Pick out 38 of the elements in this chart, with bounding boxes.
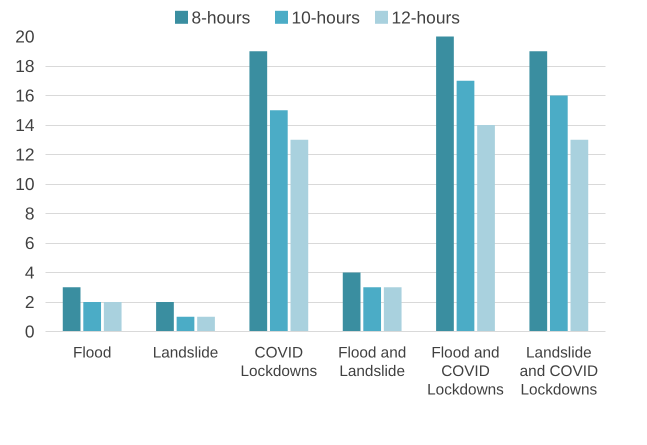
bar xyxy=(62,287,80,332)
bar xyxy=(570,140,588,332)
x-tick-label: Flood and COVID Lockdowns xyxy=(427,344,504,399)
bar xyxy=(363,287,382,332)
y-tick-label: 20 xyxy=(15,26,35,46)
bar xyxy=(176,316,194,332)
bar xyxy=(197,316,215,332)
bar xyxy=(529,51,548,332)
y-tick-label: 10 xyxy=(15,174,35,194)
bar xyxy=(550,96,568,332)
y-tick-label: 6 xyxy=(24,233,35,253)
x-tick-label: Flood and Landslide xyxy=(338,344,406,380)
y-tick-label: 12 xyxy=(15,144,35,164)
x-tick-label: COVID Lockdowns xyxy=(240,344,318,380)
legend-label: 8-hours xyxy=(192,7,251,28)
bar xyxy=(436,36,454,332)
bar xyxy=(83,302,102,332)
bar xyxy=(156,302,174,332)
y-tick-label: 16 xyxy=(15,86,35,106)
x-tick-label: Landslide and COVID Lockdowns xyxy=(520,344,598,399)
bar xyxy=(342,272,360,332)
bar xyxy=(270,110,288,332)
y-tick-label: 18 xyxy=(15,56,35,76)
x-tick-label: Landslide xyxy=(152,344,218,362)
bar xyxy=(104,302,122,332)
x-tick-label: Flood xyxy=(72,344,112,362)
legend-label: 10-hours xyxy=(292,7,360,28)
y-tick-label: 0 xyxy=(24,322,35,342)
y-tick-label: 14 xyxy=(15,115,35,135)
y-tick-label: 2 xyxy=(24,292,35,312)
bar xyxy=(384,287,402,332)
y-tick-label: 8 xyxy=(24,204,35,224)
bar xyxy=(249,51,268,332)
y-tick-label: 4 xyxy=(24,262,35,282)
bar xyxy=(477,125,495,332)
legend-label: 12-hours xyxy=(392,7,460,28)
bar xyxy=(456,80,474,332)
bar xyxy=(290,140,308,332)
